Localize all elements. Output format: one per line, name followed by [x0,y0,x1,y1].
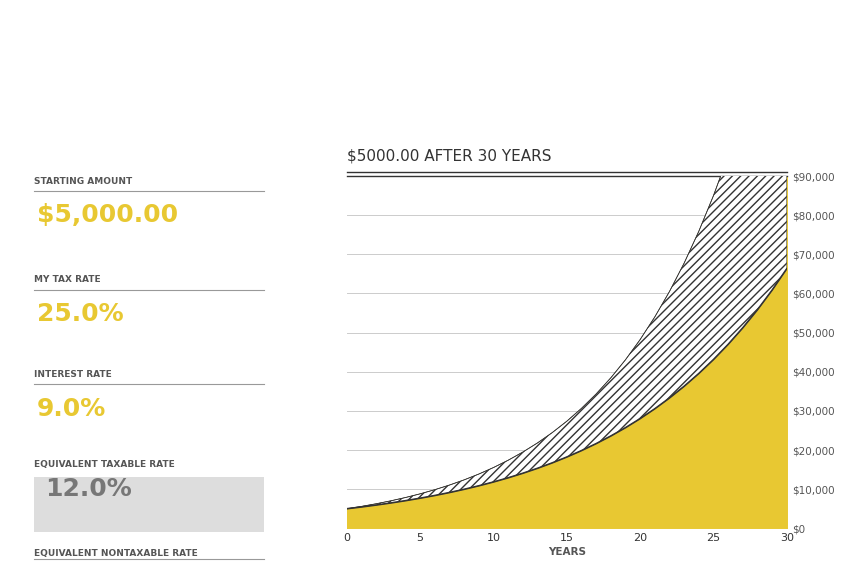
Text: EQUIVALENT NONTAXABLE RATE: EQUIVALENT NONTAXABLE RATE [34,548,198,558]
Text: Deferred Tax
Rate Calculator: Deferred Tax Rate Calculator [65,28,329,93]
Text: 9.0%: 9.0% [36,397,106,420]
Text: Visualize your deferred tax savings.: Visualize your deferred tax savings. [65,119,265,129]
Text: INTEREST RATE: INTEREST RATE [34,370,112,379]
Text: 12.0%: 12.0% [46,477,132,501]
Text: 25.0%: 25.0% [36,302,124,326]
Text: EQUIVALENT TAXABLE RATE: EQUIVALENT TAXABLE RATE [34,460,174,469]
X-axis label: YEARS: YEARS [548,547,585,557]
Text: $5000.00 AFTER 30 YEARS: $5000.00 AFTER 30 YEARS [347,149,552,164]
Text: MY TAX RATE: MY TAX RATE [34,275,101,284]
Text: $5,000.00: $5,000.00 [36,204,178,227]
Text: STARTING AMOUNT: STARTING AMOUNT [34,177,132,185]
FancyBboxPatch shape [34,477,264,532]
